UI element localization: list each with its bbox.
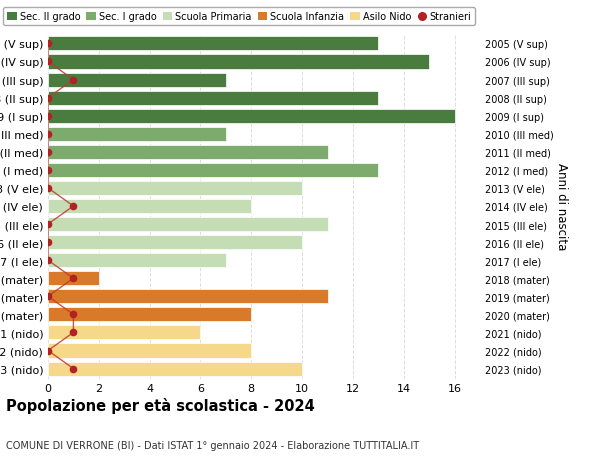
Bar bbox=[48, 128, 226, 141]
Legend: Sec. II grado, Sec. I grado, Scuola Primaria, Scuola Infanzia, Asilo Nido, Stran: Sec. II grado, Sec. I grado, Scuola Prim… bbox=[4, 8, 475, 26]
Bar bbox=[48, 344, 251, 358]
Text: COMUNE DI VERRONE (BI) - Dati ISTAT 1° gennaio 2024 - Elaborazione TUTTITALIA.IT: COMUNE DI VERRONE (BI) - Dati ISTAT 1° g… bbox=[6, 440, 419, 450]
Bar bbox=[48, 181, 302, 196]
Bar bbox=[48, 163, 379, 178]
Bar bbox=[48, 253, 226, 268]
Bar bbox=[48, 109, 455, 123]
Bar bbox=[48, 200, 251, 213]
Bar bbox=[48, 362, 302, 376]
Bar bbox=[48, 37, 379, 51]
Bar bbox=[48, 326, 200, 340]
Bar bbox=[48, 73, 226, 87]
Bar bbox=[48, 91, 379, 106]
Bar bbox=[48, 290, 328, 304]
Bar bbox=[48, 272, 99, 285]
Y-axis label: Anni di nascita: Anni di nascita bbox=[555, 163, 568, 250]
Bar bbox=[48, 146, 328, 160]
Bar bbox=[48, 308, 251, 322]
Text: Popolazione per età scolastica - 2024: Popolazione per età scolastica - 2024 bbox=[6, 397, 315, 413]
Bar bbox=[48, 235, 302, 250]
Bar bbox=[48, 56, 429, 69]
Bar bbox=[48, 218, 328, 232]
